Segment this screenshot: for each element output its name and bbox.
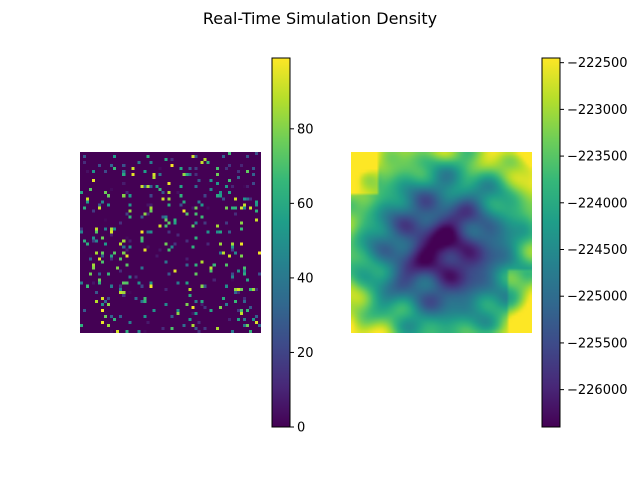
left-colorbar-gradient — [272, 58, 290, 427]
figure-title: Real-Time Simulation Density — [203, 9, 437, 28]
left-colorbar-tick-label: 80 — [297, 122, 314, 137]
right-colorbar-tick-label: −225000 — [567, 290, 628, 305]
left-colorbar-tick-label: 60 — [297, 197, 314, 212]
right-heatmap — [351, 152, 532, 333]
right-colorbar: −226000 −225500 −225000 −224500 −224000 −2235… — [541, 56, 628, 428]
left-colorbar-tick-label: 20 — [297, 346, 314, 361]
right-colorbar-tick-label: −222500 — [567, 56, 628, 71]
right-colorbar-tick-label: −225500 — [567, 336, 628, 351]
right-colorbar-tick-label: −224000 — [567, 196, 628, 211]
right-colorbar-tick-label: −226000 — [567, 383, 628, 398]
left-colorbar-tick-label: 0 — [297, 421, 305, 436]
left-colorbar-tick-label: 40 — [297, 271, 314, 286]
left-colorbar: 0 20 40 60 80 — [271, 57, 314, 436]
right-colorbar-tick-label: −224500 — [567, 243, 628, 258]
right-colorbar-gradient — [542, 58, 560, 427]
right-colorbar-tick-label: −223000 — [567, 103, 628, 118]
left-heatmap — [80, 152, 261, 333]
right-colorbar-tick-label: −223500 — [567, 150, 628, 165]
